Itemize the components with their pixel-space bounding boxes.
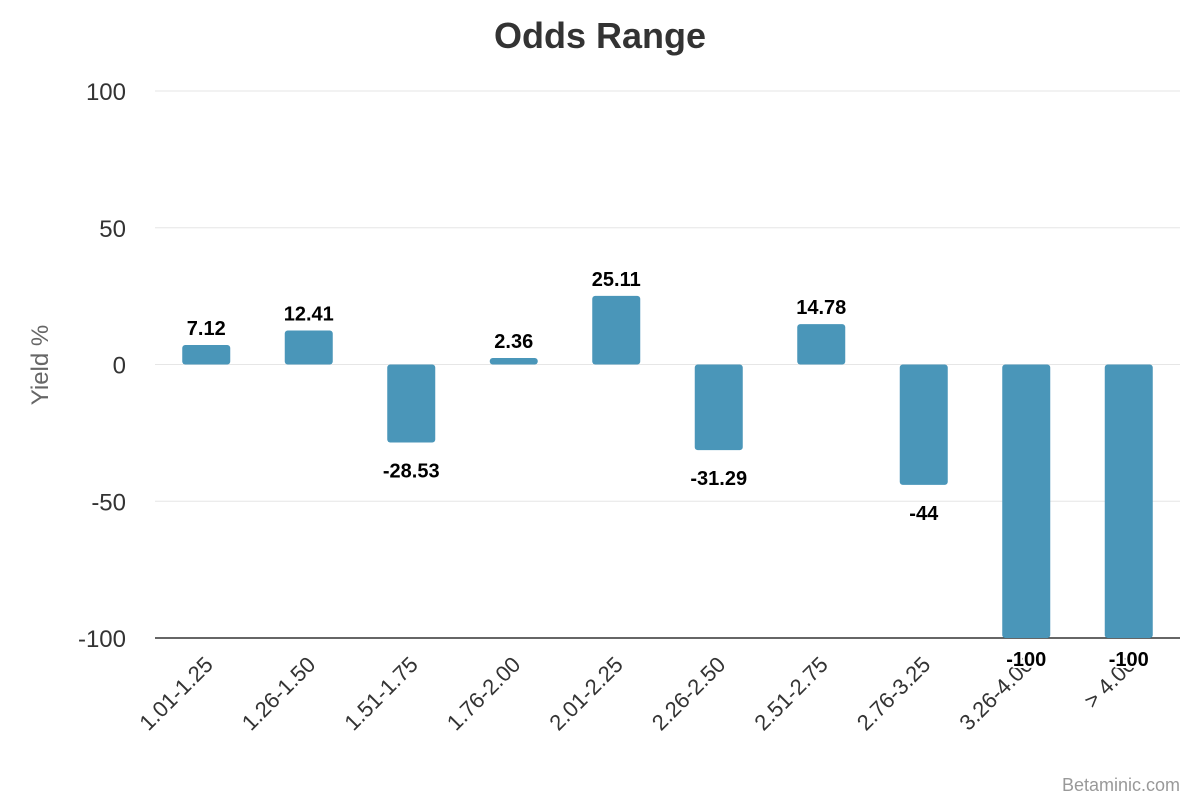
x-axis-ticks: 1.01-1.25 1.26-1.50 1.51-1.75 1.76-2.00 2.01… <box>134 652 1140 735</box>
data-label: 14.78 <box>796 297 846 319</box>
bar-1-26-1-50[interactable] <box>284 330 333 365</box>
y-tick-label: -50 <box>91 489 126 516</box>
bar-2-76-3-25[interactable] <box>899 364 948 485</box>
x-tick-label: 2.01-2.25 <box>544 652 627 735</box>
bar-1-51-1-75[interactable] <box>387 364 436 443</box>
data-label: -100 <box>1109 649 1149 671</box>
y-tick-label: 100 <box>86 79 126 106</box>
bar-2-26-2-50[interactable] <box>694 364 743 451</box>
y-tick-label: 0 <box>113 353 126 380</box>
bar-2-01-2-25[interactable] <box>592 295 641 365</box>
data-label: -28.53 <box>383 461 440 483</box>
y-tick-label: -100 <box>78 626 126 653</box>
data-label: 2.36 <box>494 331 533 353</box>
x-tick-label: 1.51-1.75 <box>339 652 422 735</box>
data-label: -100 <box>1006 649 1046 671</box>
credit-text[interactable]: Betaminic.com <box>1062 775 1180 795</box>
bar--4-00[interactable] <box>1104 364 1153 639</box>
bar-1-76-2-00[interactable] <box>489 358 538 365</box>
data-label: 25.11 <box>592 269 641 291</box>
data-label: 7.12 <box>187 318 226 340</box>
bars <box>182 295 1153 639</box>
bar-3-26-4-00[interactable] <box>1002 364 1051 639</box>
y-axis-ticks: 100 50 0 -50 -100 <box>78 79 126 653</box>
x-tick-label: 1.01-1.25 <box>134 652 217 735</box>
data-label: 12.41 <box>284 304 334 326</box>
data-label: -31.29 <box>690 468 747 490</box>
x-tick-label: 2.76-3.25 <box>852 652 935 735</box>
bar-2-51-2-75[interactable] <box>797 324 846 365</box>
data-labels: 7.12 12.41 -28.53 2.36 25.11 -31.29 14.78 -44 -1… <box>185 267 1151 673</box>
x-tick-label: 1.26-1.50 <box>237 652 320 735</box>
x-tick-label: 2.26-2.50 <box>647 652 730 735</box>
chart-title: Odds Range <box>494 15 706 56</box>
y-tick-label: 50 <box>99 216 126 243</box>
data-label: -44 <box>909 503 939 525</box>
y-axis-label: Yield % <box>27 325 54 405</box>
x-tick-label: 2.51-2.75 <box>749 652 832 735</box>
x-tick-label: 1.76-2.00 <box>442 652 525 735</box>
bar-1-01-1-25[interactable] <box>182 345 231 365</box>
